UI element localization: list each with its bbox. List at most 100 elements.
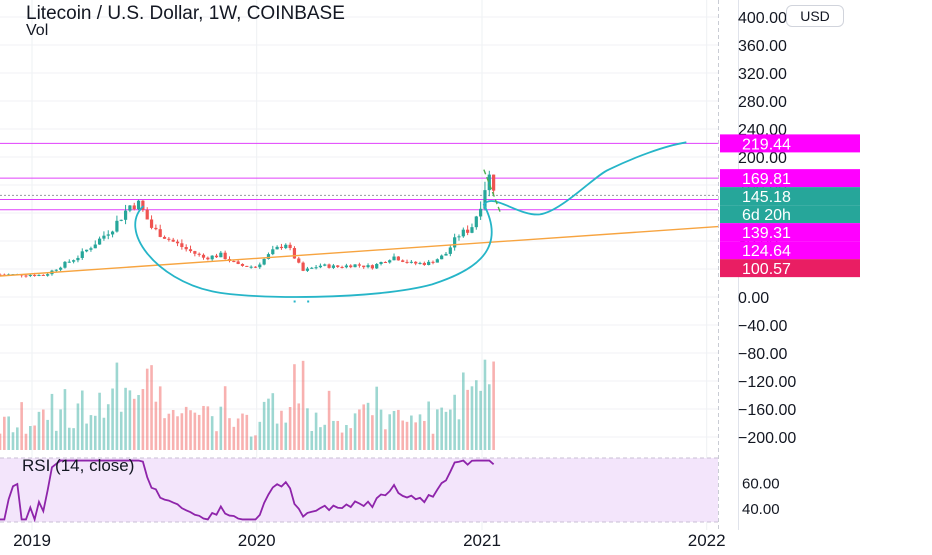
candle-up xyxy=(470,223,474,234)
volume-bar xyxy=(119,411,123,450)
drawings[interactable] xyxy=(0,141,719,303)
candle-up xyxy=(323,263,327,267)
candle-up xyxy=(427,259,431,266)
rsi-tick-label: 60.00 xyxy=(742,476,780,493)
candle-up xyxy=(106,230,110,240)
price-tick-label: −40.00 xyxy=(738,318,787,335)
volume-bar xyxy=(310,430,314,450)
symbol-title[interactable]: Litecoin / U.S. Dollar, 1W, COINBASE xyxy=(26,3,345,24)
svg-text:219.44: 219.44 xyxy=(742,136,791,153)
candle-down xyxy=(401,259,405,263)
volume-bar xyxy=(76,403,80,450)
volume-bar xyxy=(202,405,205,450)
time-axis[interactable]: 2019 2020 2021 2022 xyxy=(13,531,726,550)
candle-up xyxy=(392,253,396,261)
candle-up xyxy=(344,263,348,269)
volume-bar xyxy=(462,372,465,450)
volume-bar xyxy=(167,413,171,450)
volume-bar xyxy=(375,386,379,450)
candle-down xyxy=(188,245,193,253)
volume-legend[interactable]: Vol xyxy=(26,22,49,39)
volume-bar xyxy=(180,413,184,450)
candle-down xyxy=(145,207,149,220)
volume-bar xyxy=(392,410,396,450)
candle-down xyxy=(362,265,366,269)
candle-up xyxy=(310,266,314,269)
svg-text:124.64: 124.64 xyxy=(742,243,791,260)
rsi-legend[interactable]: RSI (14, close) xyxy=(22,456,135,475)
price-tick-label: −80.00 xyxy=(738,346,787,363)
volume-bar xyxy=(414,422,417,450)
volume-bar xyxy=(50,393,54,450)
volume-bars xyxy=(0,359,495,450)
projection-curve xyxy=(134,141,687,298)
candle-down xyxy=(171,237,175,243)
volume-bar xyxy=(440,407,443,450)
volume-bar xyxy=(487,384,491,450)
volume-bar xyxy=(7,416,10,450)
candle-down xyxy=(158,224,162,238)
candle-down xyxy=(227,256,232,263)
volume-bar xyxy=(54,430,58,450)
candle-down xyxy=(245,265,249,267)
trend-arrow xyxy=(483,169,502,215)
volume-bar xyxy=(24,433,28,450)
volume-bar xyxy=(353,413,357,450)
volume-bar xyxy=(327,390,331,450)
candle-up xyxy=(474,215,478,230)
candle-up xyxy=(409,260,413,264)
volume-bar xyxy=(193,412,197,450)
volume-bar xyxy=(293,364,296,450)
candle-up xyxy=(85,249,89,253)
volume-bar xyxy=(80,390,84,450)
volume-bar xyxy=(89,415,93,450)
candle-up xyxy=(266,252,271,260)
candle-down xyxy=(232,260,236,263)
candle-down xyxy=(405,259,409,264)
volume-bar xyxy=(336,420,340,450)
volume-bar xyxy=(457,419,461,450)
candle-up xyxy=(275,245,279,250)
volume-bar xyxy=(453,394,456,450)
candle-up xyxy=(457,234,461,241)
volume-bar xyxy=(466,389,469,450)
candle-down xyxy=(193,250,197,257)
time-tick-label: 2022 xyxy=(688,531,726,550)
volume-bar xyxy=(427,401,430,450)
price-badge-level: 139.31 xyxy=(720,223,860,242)
volume-bar xyxy=(449,409,452,450)
candle-up xyxy=(487,170,491,197)
currency-button[interactable]: USD xyxy=(786,5,844,27)
volume-bar xyxy=(176,416,179,450)
volume-bar xyxy=(141,389,145,450)
volume-bar xyxy=(475,380,478,450)
rsi-tick-label: 40.00 xyxy=(742,501,780,518)
candle-up xyxy=(76,255,80,263)
candle-down xyxy=(214,253,219,258)
candle-up xyxy=(59,266,63,272)
candle-up xyxy=(72,259,76,264)
candle-up xyxy=(271,245,275,256)
volume-bar xyxy=(124,387,127,450)
volume-bar xyxy=(206,406,210,450)
volume-bar xyxy=(33,425,36,450)
volume-bar xyxy=(228,418,231,450)
volume-bar xyxy=(223,386,227,450)
candle-down xyxy=(236,260,240,265)
candle-down xyxy=(370,264,374,270)
candle-up xyxy=(110,230,115,238)
volume-bar xyxy=(98,392,101,450)
price-axis[interactable]: 400.00360.00320.00280.00240.00200.00160.… xyxy=(720,10,860,447)
candle-down xyxy=(162,235,167,239)
candle-down xyxy=(180,239,184,250)
candle-down xyxy=(167,237,171,242)
candle-up xyxy=(119,219,123,222)
volume-bar xyxy=(262,401,266,450)
volume-bar xyxy=(483,359,487,450)
volume-bar xyxy=(111,388,114,450)
candle-down xyxy=(336,265,340,268)
volume-bar xyxy=(245,414,249,450)
volume-bar xyxy=(371,415,374,450)
candle-up xyxy=(89,246,93,252)
